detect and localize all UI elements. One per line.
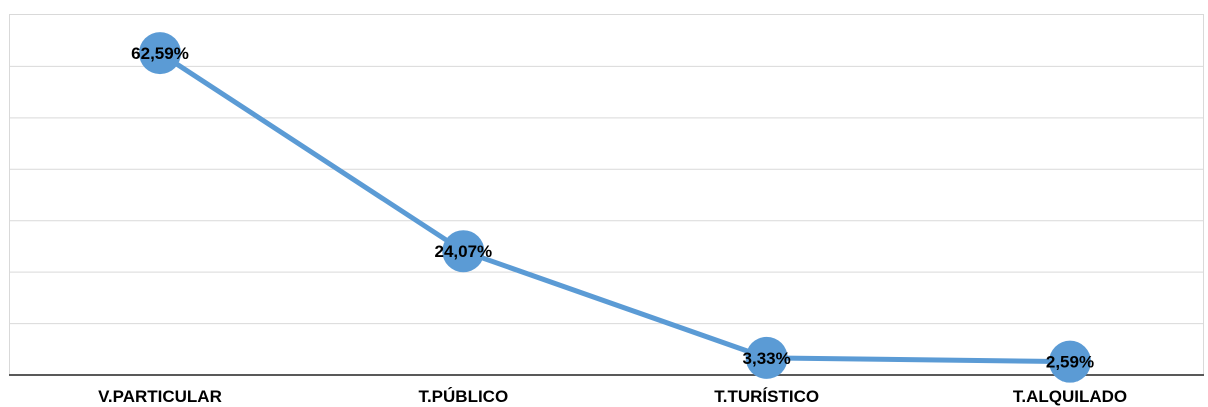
x-tick-label: T.TURÍSTICO (714, 387, 819, 406)
data-point-marker (442, 230, 485, 273)
x-tick-labels: V.PARTICULAR T.PÚBLICO T.TURÍSTICO T.ALQUIL… (98, 387, 1127, 406)
markers (139, 32, 1091, 383)
series-line (157, 50, 1073, 365)
data-label: 24,07% (434, 242, 492, 261)
x-tick-label: T.ALQUILADO (1013, 387, 1127, 406)
series-layer (157, 50, 1073, 365)
gridlines (10, 65, 1204, 325)
plot-area-border (9, 14, 1204, 375)
data-point-marker (745, 336, 788, 379)
data-label: 2,59% (1046, 353, 1094, 372)
data-point-marker (139, 32, 181, 75)
data-point-marker (1048, 340, 1091, 383)
x-tick-label: V.PARTICULAR (98, 387, 222, 406)
x-tick-label: T.PÚBLICO (418, 387, 508, 406)
data-label: 3,33% (743, 349, 791, 368)
data-labels: 62,59% 24,07% 3,33% 2,59% (131, 44, 1094, 372)
data-label: 62,59% (131, 44, 189, 63)
